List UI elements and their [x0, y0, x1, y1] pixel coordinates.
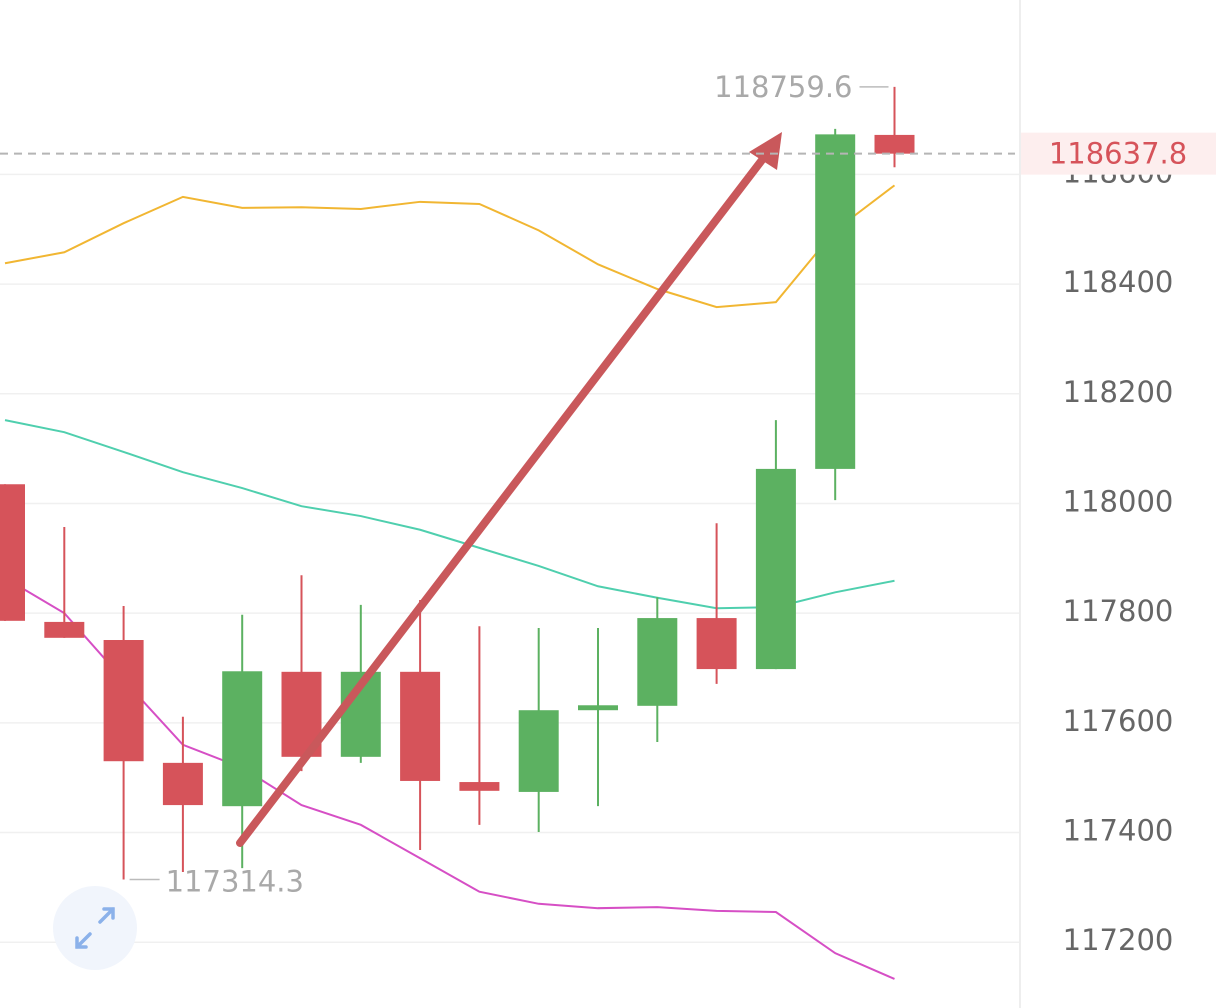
- body: [874, 134, 915, 154]
- body: [162, 762, 203, 806]
- body: [637, 618, 678, 706]
- price-tag: 118637.8: [1049, 137, 1187, 171]
- y-tick-label: 118200: [1063, 375, 1174, 409]
- body: [755, 468, 796, 670]
- y-tick-label: 117200: [1063, 923, 1174, 957]
- body: [44, 621, 85, 638]
- moving-averages: [4, 184, 896, 980]
- body: [459, 782, 500, 791]
- body: [103, 640, 144, 762]
- annotations: 118637.8 118759.6 117314.3: [0, 70, 1216, 899]
- candles: [0, 86, 915, 880]
- y-tick-label: 118400: [1063, 265, 1174, 299]
- expand-icon[interactable]: [75, 907, 115, 949]
- y-tick-label: 117800: [1063, 594, 1174, 628]
- trend-arrow: [236, 132, 782, 847]
- body: [696, 618, 737, 670]
- body: [578, 705, 618, 711]
- ma-line: [4, 419, 895, 610]
- arrow-head: [749, 132, 782, 170]
- body: [518, 710, 559, 792]
- ma-line: [4, 577, 895, 980]
- price-tag-bg: [1021, 132, 1216, 175]
- arrow-shaft: [236, 156, 766, 847]
- y-axis: 117200 117400 117600 117800 118000 118200 1184…: [1063, 155, 1174, 957]
- y-tick-label: 118000: [1063, 484, 1174, 518]
- body: [815, 134, 856, 469]
- low-label: 117314.3: [166, 865, 304, 899]
- y-tick-label: 117400: [1063, 814, 1174, 848]
- ma-line: [4, 184, 896, 309]
- expand-button[interactable]: [53, 886, 137, 970]
- y-tick-label: 117600: [1063, 704, 1174, 738]
- body: [0, 484, 25, 621]
- body: [222, 671, 263, 807]
- high-label: 118759.6: [714, 70, 852, 104]
- expand-bg[interactable]: [53, 886, 137, 970]
- body: [400, 671, 441, 781]
- grid: [0, 173, 1020, 943]
